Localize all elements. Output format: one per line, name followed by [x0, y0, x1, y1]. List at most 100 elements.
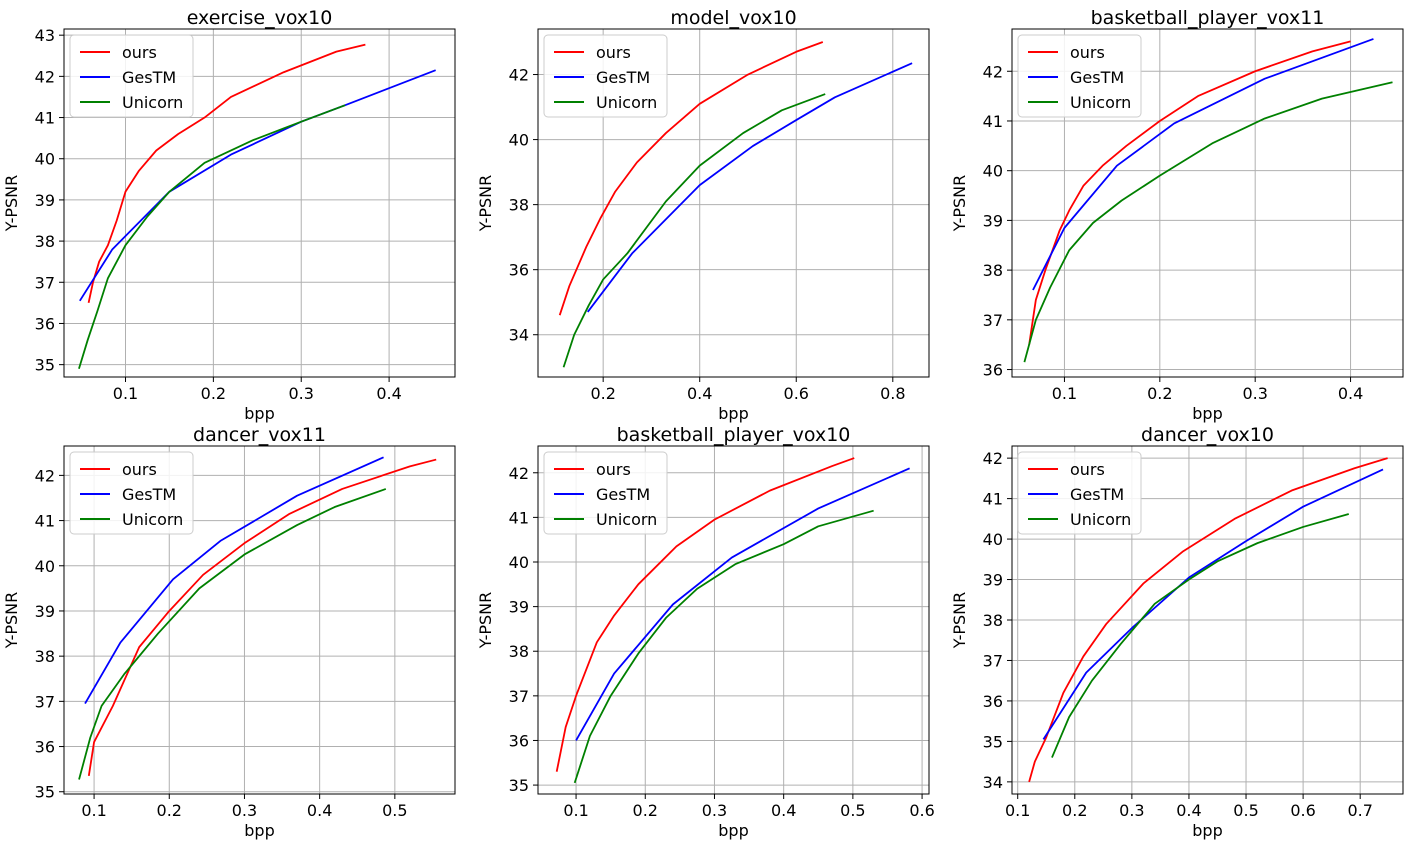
y-tick-label: 37 — [983, 651, 1003, 670]
chart-panel: 0.1 0.2 0.3 0.4 0.5 0.6 0.7 34 35 36 37 38 39 40 41 42 d… — [950, 424, 1404, 840]
y-tick-label: 36 — [509, 731, 529, 750]
x-axis-label: bpp — [718, 404, 748, 423]
legend-label: ours — [596, 43, 631, 62]
x-axis-label: bpp — [244, 404, 274, 423]
y-tick-label: 41 — [983, 112, 1003, 131]
y-tick-label: 35 — [983, 732, 1003, 751]
chart-title: dancer_vox11 — [193, 424, 326, 446]
y-tick-label: 41 — [35, 109, 55, 128]
legend-box — [1017, 34, 1142, 118]
y-tick-label: 40 — [35, 557, 55, 576]
y-tick-label: 34 — [983, 773, 1003, 792]
y-tick-label: 38 — [509, 196, 529, 215]
legend-label: Unicorn — [1070, 510, 1131, 529]
y-tick-label: 42 — [35, 466, 55, 485]
x-tick-label: 0.5 — [1233, 801, 1258, 820]
y-tick-label: 39 — [509, 598, 529, 617]
y-tick-label: 37 — [509, 687, 529, 706]
axes-frame — [63, 445, 456, 795]
x-tick-label: 0.1 — [1052, 384, 1077, 403]
legend: ours GesTM Unicorn — [543, 451, 668, 535]
y-tick-label: 42 — [35, 67, 55, 86]
y-tick-label: 35 — [509, 776, 529, 795]
x-tick-label: 0.4 — [771, 801, 796, 820]
x-axis-label: bpp — [1192, 404, 1222, 423]
y-axis-label: Y-PSNR — [950, 175, 969, 233]
x-tick-label: 0.4 — [1176, 801, 1201, 820]
y-tick-label: 42 — [509, 66, 529, 85]
legend: ours GesTM Unicorn — [543, 34, 668, 118]
x-tick-label: 0.2 — [1062, 801, 1087, 820]
x-tick-label: 0.6 — [784, 384, 809, 403]
x-tick-label: 0.4 — [376, 384, 401, 403]
series-line-gestm — [1042, 468, 1384, 740]
x-axis-label: bpp — [244, 821, 274, 840]
y-tick-label: 35 — [35, 356, 55, 375]
y-axis-label: Y-PSNR — [950, 592, 969, 650]
x-tick-label: 0.2 — [590, 384, 615, 403]
x-tick-label: 0.7 — [1347, 801, 1372, 820]
legend-label: GesTM — [122, 485, 176, 504]
legend-label: GesTM — [596, 68, 650, 87]
x-tick-label: 0.3 — [1242, 384, 1267, 403]
series-line-unicorn — [1051, 513, 1350, 758]
legend-label: GesTM — [596, 485, 650, 504]
legend-box — [543, 451, 668, 535]
y-tick-label: 39 — [983, 211, 1003, 230]
y-tick-label: 34 — [509, 326, 529, 345]
y-tick-label: 42 — [983, 62, 1003, 81]
chart-panel: 0.1 0.2 0.3 0.4 0.5 35 36 37 38 39 40 41 42 dancer_vo… — [2, 424, 456, 840]
chart-title: basketball_player_vox11 — [1091, 7, 1325, 29]
x-axis-label: bpp — [718, 821, 748, 840]
x-tick-label: 0.4 — [307, 801, 332, 820]
legend-label: ours — [596, 460, 631, 479]
y-tick-label: 35 — [35, 783, 55, 802]
y-tick-label: 38 — [35, 647, 55, 666]
legend-label: Unicorn — [1070, 93, 1131, 112]
x-tick-label: 0.4 — [687, 384, 712, 403]
axes-frame — [63, 28, 456, 378]
legend-label: Unicorn — [596, 510, 657, 529]
legend: ours GesTM Unicorn — [1017, 34, 1142, 118]
series-line-ours — [87, 458, 437, 777]
y-tick-label: 38 — [983, 611, 1003, 630]
y-tick-label: 42 — [983, 449, 1003, 468]
legend-label: ours — [122, 43, 157, 62]
legend-label: Unicorn — [122, 510, 183, 529]
chart-panel: 0.1 0.2 0.3 0.4 35 36 37 38 39 40 41 42 43 exercise_v… — [2, 7, 456, 423]
y-tick-label: 43 — [35, 26, 55, 45]
x-tick-label: 0.2 — [633, 801, 658, 820]
legend-label: ours — [1070, 43, 1105, 62]
y-tick-label: 36 — [509, 261, 529, 280]
series-line-ours — [1028, 40, 1351, 345]
chart-title: dancer_vox10 — [1141, 424, 1274, 446]
y-tick-label: 40 — [509, 131, 529, 150]
x-tick-label: 0.2 — [1147, 384, 1172, 403]
y-axis-label: Y-PSNR — [476, 175, 495, 233]
y-tick-label: 36 — [35, 738, 55, 757]
x-tick-label: 0.1 — [563, 801, 588, 820]
y-tick-label: 37 — [35, 273, 55, 292]
series-line-unicorn — [78, 488, 387, 780]
x-tick-label: 0.2 — [157, 801, 182, 820]
chart-title: basketball_player_vox10 — [617, 424, 851, 446]
x-tick-label: 0.2 — [201, 384, 226, 403]
chart-title: exercise_vox10 — [187, 7, 333, 29]
x-axis-label: bpp — [1192, 821, 1222, 840]
y-tick-label: 40 — [35, 150, 55, 169]
chart-panel: 0.1 0.2 0.3 0.4 0.5 0.6 35 36 37 38 39 40 41 42 basket… — [476, 424, 935, 840]
legend-label: Unicorn — [596, 93, 657, 112]
legend-label: ours — [1070, 460, 1105, 479]
y-tick-label: 36 — [983, 692, 1003, 711]
series-line-ours — [87, 43, 366, 304]
legend-box — [69, 451, 194, 535]
x-tick-label: 0.3 — [289, 384, 314, 403]
y-tick-label: 41 — [983, 490, 1003, 509]
legend: ours GesTM Unicorn — [69, 34, 194, 118]
y-tick-label: 39 — [35, 602, 55, 621]
x-tick-label: 0.1 — [113, 384, 138, 403]
legend: ours GesTM Unicorn — [1017, 451, 1142, 535]
x-tick-label: 0.5 — [840, 801, 865, 820]
